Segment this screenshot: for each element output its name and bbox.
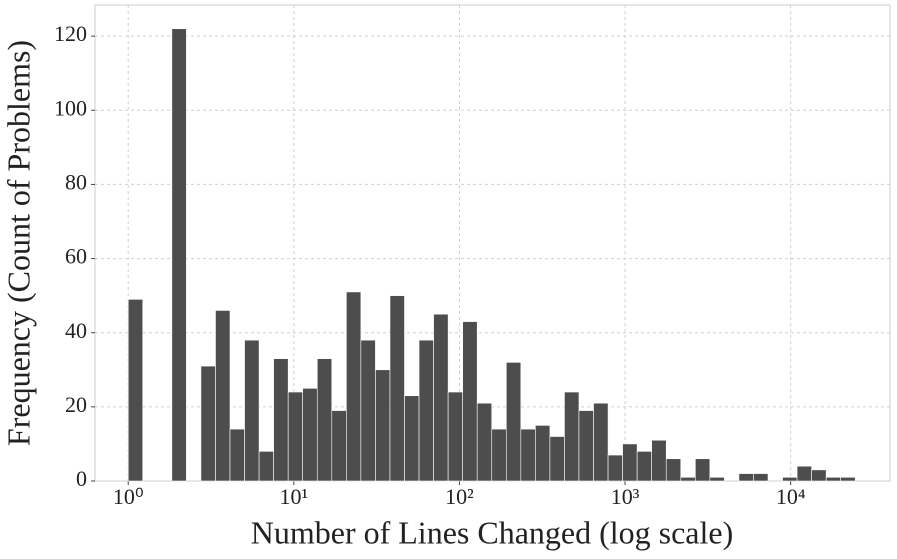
bar (651, 439, 667, 482)
bar (607, 454, 623, 482)
y-tick-label: 80 (65, 169, 87, 194)
y-tick-label: 20 (65, 392, 87, 417)
y-tick-label: 100 (54, 95, 87, 120)
x-tick-label: 10² (445, 484, 474, 509)
bar (782, 476, 798, 482)
bar (695, 458, 711, 482)
bar (200, 365, 216, 482)
y-tick-label: 0 (76, 466, 87, 491)
bar (593, 402, 609, 482)
bar (433, 313, 449, 482)
y-tick-label: 120 (54, 21, 87, 46)
bar (709, 476, 725, 482)
bar (636, 451, 652, 482)
bar (389, 295, 405, 482)
bar (825, 476, 842, 482)
y-axis-label: Frequency (Count of Problems) (0, 40, 36, 446)
bar (476, 402, 493, 482)
bar (680, 476, 696, 482)
bar (418, 339, 434, 482)
bar (215, 310, 231, 482)
bar (244, 339, 260, 482)
y-tick-label: 40 (65, 318, 87, 343)
bar (665, 458, 682, 482)
bar (258, 451, 274, 482)
bar (840, 476, 856, 482)
bar (447, 391, 463, 482)
bar (346, 291, 362, 482)
bar (229, 428, 245, 482)
bar (753, 473, 769, 482)
bar (375, 369, 391, 482)
bar (535, 425, 551, 482)
bar (622, 443, 638, 482)
bar (287, 391, 303, 482)
bar (404, 395, 420, 482)
bar (520, 428, 536, 482)
bar (462, 321, 478, 482)
bar (302, 388, 318, 482)
bar (171, 28, 187, 482)
bar (505, 362, 522, 482)
y-tick-label: 60 (65, 244, 87, 269)
bar (549, 436, 565, 482)
bar (491, 428, 507, 482)
bar (360, 339, 376, 482)
x-tick-label: 10³ (611, 484, 640, 509)
bar (127, 299, 144, 482)
bar (796, 465, 812, 482)
bar (273, 358, 289, 482)
bar (331, 410, 347, 482)
x-tick-label: 10⁴ (776, 484, 806, 509)
x-axis-label: Number of Lines Changed (log scale) (251, 514, 734, 550)
bar (811, 469, 827, 482)
bar (578, 410, 594, 482)
x-tick-label: 10⁰ (113, 484, 144, 509)
bar (738, 473, 754, 482)
bar (564, 391, 580, 482)
bar (316, 358, 333, 482)
x-tick-label: 10¹ (280, 484, 309, 509)
